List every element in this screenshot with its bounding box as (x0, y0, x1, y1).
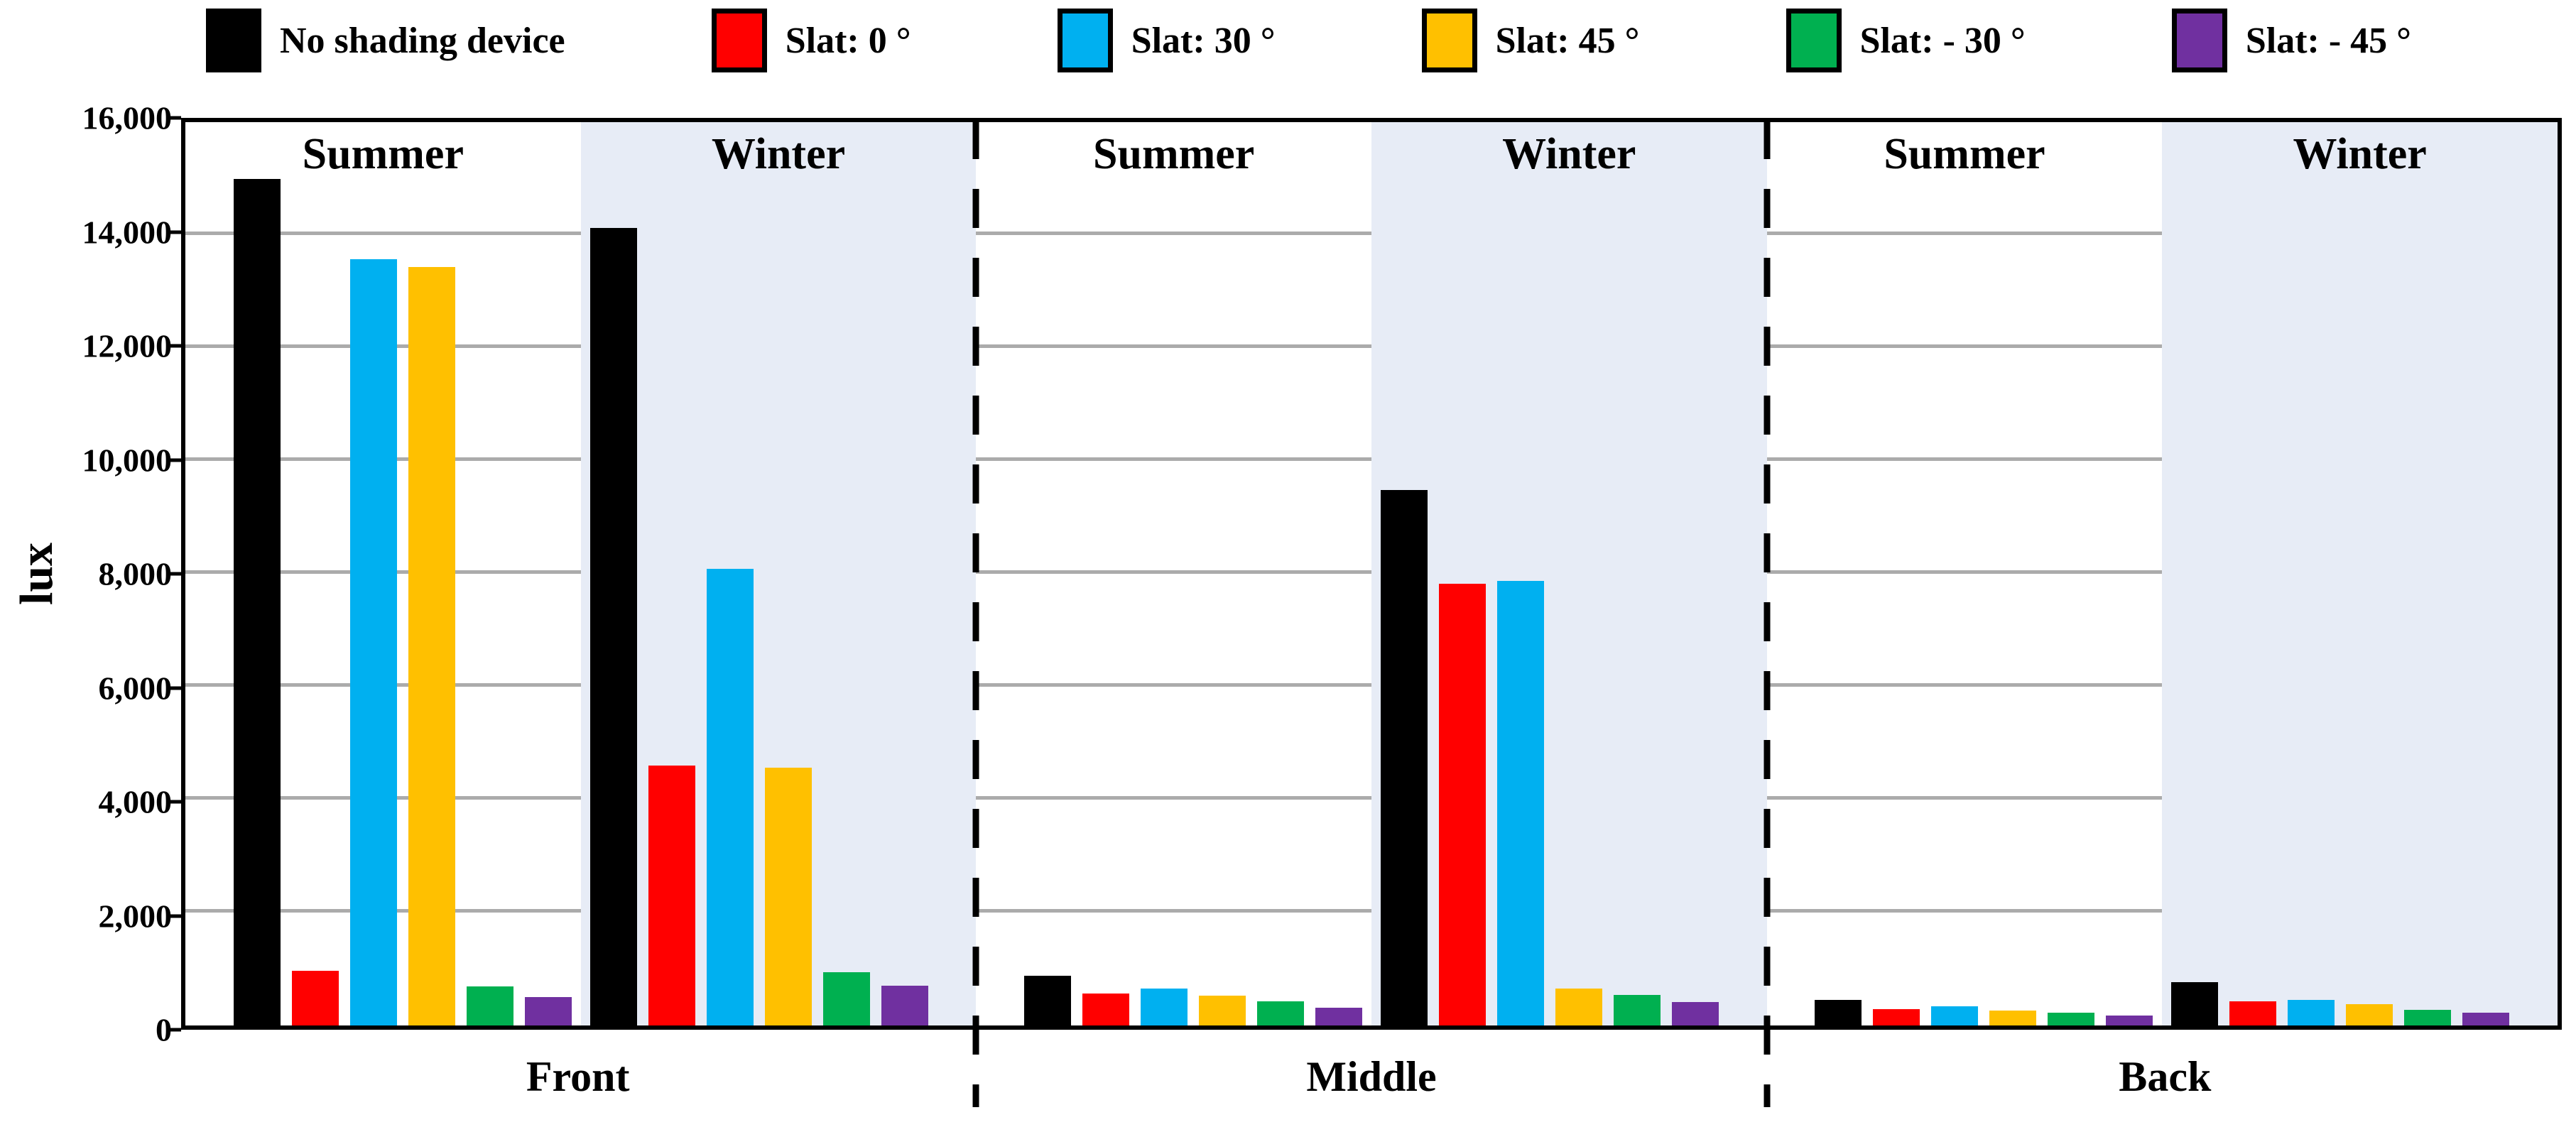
season-label: Winter (711, 130, 846, 178)
bar-middle-winter-6 (1671, 1002, 1719, 1025)
bar-back-winter-2 (2229, 1001, 2277, 1025)
bar-front-summer-1 (233, 178, 281, 1025)
y-tick-label: 0 (156, 1011, 172, 1048)
y-tick-label: 8,000 (98, 555, 173, 592)
y-axis-tick (166, 914, 181, 918)
legend-swatch (2171, 9, 2227, 72)
season-label: Winter (1502, 130, 1636, 178)
bar-middle-summer-3 (1140, 989, 1188, 1025)
bar-middle-summer-6 (1315, 1007, 1362, 1025)
panel-back: Summer Winter (1767, 122, 2558, 1025)
bar-front-winter-2 (648, 766, 695, 1025)
legend-item: Slat: 0 ° (711, 9, 911, 72)
bar-middle-summer-4 (1198, 995, 1246, 1025)
bar-back-summer-1 (1815, 1000, 1862, 1025)
y-tick-label: 2,000 (98, 898, 173, 934)
bar-back-winter-4 (2346, 1003, 2393, 1025)
season-label: Summer (1884, 130, 2045, 178)
panel-label-back: Back (2119, 1053, 2212, 1100)
bar-front-winter-1 (589, 228, 637, 1025)
y-axis-tick (166, 230, 181, 234)
bar-middle-summer-1 (1023, 976, 1071, 1025)
panel-front: Summer Winter (185, 122, 977, 1025)
y-tick-label: 6,000 (98, 670, 173, 706)
y-tick-label: 14,000 (82, 214, 173, 250)
winter-shading (1371, 122, 1767, 1025)
legend-item: Slat: 45 ° (1421, 9, 1640, 72)
bar-front-summer-4 (408, 267, 455, 1025)
legend-swatch (1057, 9, 1113, 72)
bar-front-summer-2 (291, 970, 339, 1025)
legend-swatch (1786, 9, 1842, 72)
panel-middle: Summer Winter (976, 122, 1767, 1025)
y-tick-label: 4,000 (98, 783, 173, 820)
bar-middle-winter-3 (1496, 581, 1544, 1025)
panel-label-front: Front (526, 1053, 630, 1100)
bar-middle-summer-2 (1082, 994, 1129, 1025)
bar-front-winter-3 (706, 568, 754, 1025)
bar-front-summer-6 (524, 997, 572, 1025)
legend-label: Slat: - 30 ° (1859, 20, 2026, 61)
bar-back-summer-3 (1931, 1006, 1979, 1025)
dashed-separator (1763, 120, 1771, 1107)
bar-back-winter-1 (2171, 981, 2219, 1025)
bar-middle-winter-2 (1438, 584, 1486, 1025)
bar-back-summer-5 (2048, 1012, 2095, 1025)
bar-back-summer-4 (1989, 1011, 2037, 1025)
legend-label: Slat: 45 ° (1495, 20, 1640, 61)
bar-middle-winter-5 (1613, 994, 1661, 1025)
panel-label-middle: Middle (1306, 1053, 1437, 1100)
legend-label: Slat: - 45 ° (2245, 20, 2411, 61)
bar-middle-winter-4 (1555, 989, 1602, 1025)
y-tick-label: 10,000 (82, 442, 173, 478)
plot-area: Summer Winter Summer Winter Summer Winter (181, 118, 2562, 1107)
y-axis-tick (166, 116, 181, 120)
bar-middle-summer-5 (1256, 1001, 1304, 1025)
y-axis-tick (166, 458, 181, 462)
bar-back-summer-6 (2106, 1015, 2153, 1025)
bar-back-winter-5 (2404, 1009, 2452, 1025)
y-axis-ticks (166, 116, 181, 1032)
plot-area-inner: Summer Winter Summer Winter Summer Winter (185, 120, 2558, 1107)
bar-row (1767, 122, 2558, 1025)
dashed-separator (972, 120, 979, 1107)
legend-item: Slat: - 30 ° (1786, 9, 2026, 72)
winter-shading (2162, 122, 2558, 1025)
y-axis-tick (166, 344, 181, 348)
legend-swatch (1421, 9, 1477, 72)
bar-front-summer-3 (349, 259, 397, 1025)
season-label: Summer (1093, 130, 1255, 178)
panel-labels: Front Middle Back (181, 1052, 2562, 1116)
bar-middle-winter-1 (1380, 490, 1428, 1025)
legend-item: No shading device (206, 9, 565, 72)
y-tick-label: 16,000 (82, 99, 173, 136)
season-label: Winter (2293, 130, 2427, 178)
y-axis-tick (166, 1028, 181, 1032)
legend-swatch (711, 9, 767, 72)
season-label: Summer (302, 130, 464, 178)
bar-front-winter-5 (822, 972, 870, 1025)
legend: No shading device Slat: 0 ° Slat: 30 ° Slat… (206, 3, 2411, 78)
bar-back-summer-2 (1873, 1008, 1920, 1025)
legend-item: Slat: - 45 ° (2171, 9, 2411, 72)
y-axis-tick (166, 572, 181, 576)
bar-front-winter-4 (764, 768, 812, 1025)
y-axis-labels: 0 2,000 4,000 6,000 8,000 10,000 12,000 14,000 1… (0, 100, 173, 1048)
y-axis-tick (166, 800, 181, 804)
bar-row (185, 122, 976, 1025)
legend-label: No shading device (280, 20, 565, 61)
y-tick-label: 12,000 (82, 327, 173, 364)
y-axis-tick (166, 686, 181, 690)
bar-front-summer-5 (466, 986, 513, 1025)
bar-back-winter-6 (2462, 1012, 2510, 1025)
legend-label: Slat: 0 ° (785, 20, 911, 61)
bar-front-winter-6 (881, 986, 928, 1025)
bar-row (976, 122, 1766, 1025)
legend-label: Slat: 30 ° (1131, 20, 1276, 61)
bar-back-winter-3 (2288, 999, 2335, 1025)
legend-item: Slat: 30 ° (1057, 9, 1276, 72)
legend-swatch (206, 9, 261, 72)
